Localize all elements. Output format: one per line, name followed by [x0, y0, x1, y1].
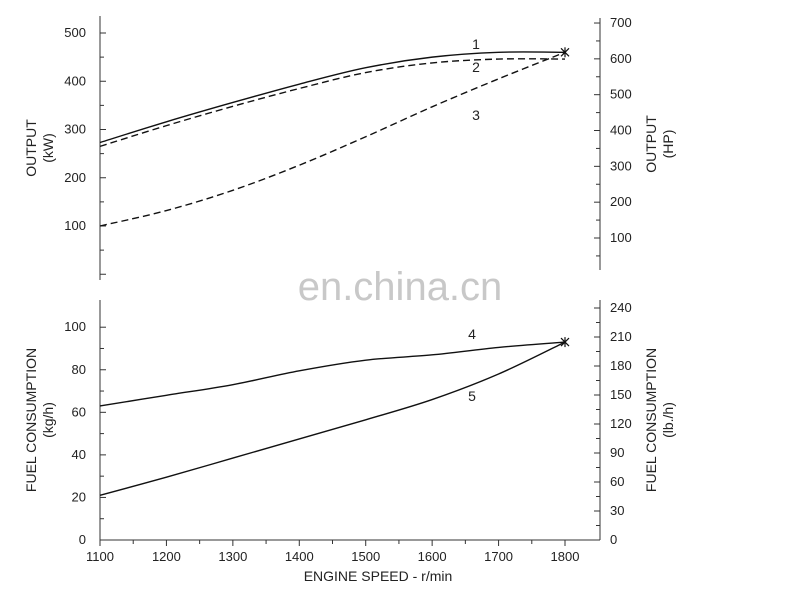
fuel-left-axis-title: FUEL CONSUMPTION	[23, 348, 39, 492]
fuel-left-tick-label: 40	[72, 447, 86, 462]
output-left-tick-label: 300	[64, 122, 86, 137]
output-right-axis-title: OUTPUT	[643, 115, 659, 173]
watermark-text: en.china.cn	[298, 265, 503, 309]
curve-5	[99, 341, 566, 496]
fuel-right-tick-label: 240	[610, 300, 632, 315]
fuel-left-axis-title: (kg/h)	[40, 402, 56, 438]
curve-4	[99, 341, 566, 407]
curve-label-4: 4	[468, 326, 476, 342]
x-tick-label: 1800	[551, 549, 580, 564]
fuel-right-tick-label: 210	[610, 329, 632, 344]
fuel-left-tick-label: 80	[72, 362, 86, 377]
fuel-endpoint-marker	[560, 337, 570, 348]
output-endpoint-marker	[560, 47, 570, 58]
curve-3	[99, 51, 566, 227]
output-right-tick-label: 500	[610, 87, 632, 102]
output-right-tick-label: 400	[610, 123, 632, 138]
output-left-tick-label: 400	[64, 73, 86, 88]
curve-label-1: 1	[472, 36, 480, 52]
output-right-tick-label: 200	[610, 194, 632, 209]
fuel-right-tick-label: 90	[610, 445, 624, 460]
output-right-axis-title: (HP)	[660, 130, 676, 159]
fuel-left-tick-label: 100	[64, 319, 86, 334]
x-tick-label: 1500	[351, 549, 380, 564]
curve-label-5: 5	[468, 388, 476, 404]
output-left-tick-label: 200	[64, 170, 86, 185]
fuel-right-tick-label: 120	[610, 416, 632, 431]
output-left-tick-label: 100	[64, 218, 86, 233]
output-right-tick-label: 100	[610, 230, 632, 245]
x-tick-label: 1400	[285, 549, 314, 564]
output-left-axis-title: OUTPUT	[23, 119, 39, 177]
fuel-right-tick-label: 0	[610, 532, 617, 547]
curve-label-2: 2	[472, 59, 480, 75]
curves-layer	[99, 47, 570, 496]
curve-1	[99, 51, 566, 144]
fuel-right-axis-title: FUEL CONSUMPTION	[643, 348, 659, 492]
fuel-left-tick-label: 0	[79, 532, 86, 547]
fuel-right-tick-label: 180	[610, 358, 632, 373]
output-right-tick-label: 700	[610, 15, 632, 30]
fuel-right-tick-label: 150	[610, 387, 632, 402]
x-axis-title: ENGINE SPEED - r/min	[304, 568, 453, 584]
fuel-right-tick-label: 30	[610, 503, 624, 518]
x-tick-label: 1100	[86, 549, 114, 564]
output-left-axis-title: (kW)	[40, 133, 56, 163]
labels-layer: 100200300400500100200300400500600700OUTP…	[23, 15, 676, 584]
curve-label-3: 3	[472, 107, 480, 123]
x-tick-label: 1200	[152, 549, 181, 564]
output-right-tick-label: 300	[610, 158, 632, 173]
x-tick-label: 1300	[218, 549, 247, 564]
fuel-left-tick-label: 20	[72, 489, 86, 504]
x-tick-label: 1600	[418, 549, 447, 564]
fuel-left-tick-label: 60	[72, 404, 86, 419]
fuel-right-axis-title: (lb./h)	[660, 402, 676, 438]
curve-2	[99, 58, 566, 148]
output-left-tick-label: 500	[64, 25, 86, 40]
x-tick-label: 1700	[484, 549, 513, 564]
axes-layer	[99, 16, 601, 546]
fuel-right-tick-label: 60	[610, 474, 624, 489]
output-right-tick-label: 600	[610, 51, 632, 66]
